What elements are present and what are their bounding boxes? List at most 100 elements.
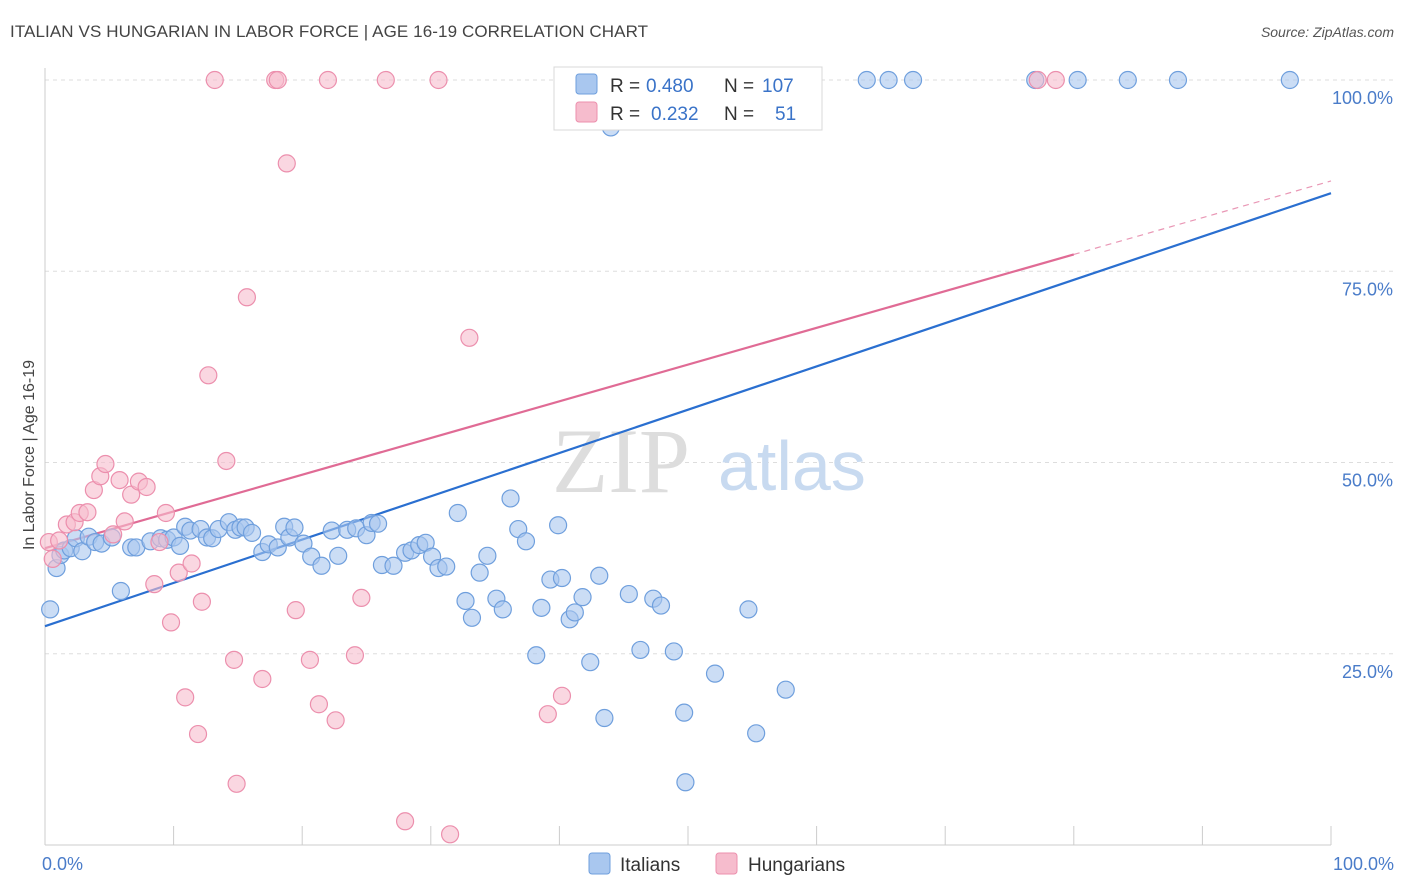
gridlines — [45, 79, 1393, 655]
hungarians-trend-extension — [1073, 180, 1332, 255]
hungarians-trend-line — [44, 253, 1075, 550]
watermark-atlas: atlas — [718, 427, 866, 505]
y-axis-label: In Labor Force | Age 16-19 — [21, 360, 38, 550]
hungarians-r-label: R = — [610, 104, 640, 125]
hungarians-point — [429, 70, 448, 90]
italians-point — [437, 557, 456, 576]
italians-point — [747, 724, 766, 743]
hungarians-point — [78, 503, 97, 522]
data-points — [39, 70, 1299, 844]
italians-series-swatch — [588, 852, 611, 875]
hungarians-point — [137, 477, 156, 497]
italians-point — [590, 566, 609, 585]
y-tick-label: 75.0% — [1342, 279, 1393, 299]
hungarians-n-label: N = — [724, 104, 754, 125]
hungarians-point — [188, 724, 208, 744]
hungarians-series-label: Hungarians — [748, 855, 845, 876]
hungarians-point — [161, 613, 181, 632]
italians-point — [268, 538, 287, 557]
italians-legend-swatch — [575, 73, 598, 95]
hungarians-point — [300, 650, 320, 669]
italians-point — [595, 708, 614, 728]
italians-point — [705, 664, 725, 683]
chart-title: ITALIAN VS HUNGARIAN IN LABOR FORCE | AG… — [10, 22, 649, 41]
hungarians-point — [182, 554, 201, 573]
hungarians-point — [538, 705, 557, 724]
hungarians-point — [326, 711, 345, 730]
italians-point — [573, 588, 592, 607]
hungarians-point — [552, 686, 572, 705]
italians-trend-line — [44, 192, 1332, 628]
italians-point — [516, 532, 536, 551]
hungarians-r-value: 0.232 — [651, 104, 699, 125]
hungarians-series-swatch — [715, 852, 738, 875]
italians-point — [1280, 70, 1299, 90]
trend-lines — [44, 180, 1332, 628]
italians-n-value: 107 — [762, 76, 794, 97]
italians-point — [879, 70, 898, 90]
hungarians-point — [150, 532, 169, 552]
hungarians-point — [376, 70, 395, 90]
hungarians-point — [1046, 70, 1065, 90]
hungarians-point — [192, 592, 211, 611]
hungarians-point — [227, 774, 246, 793]
italians-point — [631, 640, 650, 660]
hungarians-point — [318, 70, 338, 90]
italians-point — [1118, 70, 1137, 90]
x-tick-label-max: 100.0% — [1333, 854, 1394, 874]
italians-point — [903, 70, 923, 90]
x-tick-label-min: 0.0% — [42, 854, 83, 874]
hungarians-point — [286, 601, 305, 620]
italians-point — [739, 600, 758, 619]
italians-point — [368, 514, 388, 533]
hungarians-point — [110, 470, 129, 490]
hungarians-point — [104, 525, 123, 544]
italians-point — [675, 703, 694, 722]
hungarians-legend-swatch — [575, 101, 598, 123]
italians-point — [651, 596, 671, 615]
italians-point — [384, 556, 403, 575]
hungarians-point — [237, 288, 257, 307]
italians-point — [857, 70, 876, 90]
hungarians-point — [277, 154, 296, 173]
italians-point — [448, 503, 467, 523]
hungarians-point — [115, 512, 134, 531]
italians-point — [462, 608, 482, 627]
italians-point — [329, 546, 348, 565]
italians-n-label: N = — [724, 76, 754, 97]
hungarians-n-value: 51 — [775, 104, 796, 125]
hungarians-point — [352, 588, 371, 608]
axes — [44, 68, 1332, 846]
hungarians-point — [96, 454, 115, 474]
italians-point — [664, 642, 683, 661]
italians-point — [619, 584, 638, 604]
hungarians-point — [50, 531, 69, 550]
italians-point — [41, 600, 60, 619]
y-tick-label: 25.0% — [1342, 662, 1393, 682]
italians-point — [478, 546, 497, 565]
hungarians-point — [268, 70, 287, 90]
italians-point — [565, 603, 584, 622]
watermark: ZIP atlas — [552, 410, 866, 512]
stats-legend-box — [553, 66, 823, 131]
hungarians-point — [309, 695, 329, 714]
italians-point — [470, 563, 489, 582]
italians-point — [532, 598, 551, 617]
italians-point — [456, 591, 475, 611]
italians-point — [493, 600, 512, 619]
italians-point — [776, 680, 795, 699]
italians-point — [285, 518, 304, 537]
series-legend: Italians Hungarians — [588, 852, 845, 876]
hungarians-point — [169, 563, 188, 582]
italians-r-value: 0.480 — [646, 76, 694, 97]
italians-series-label: Italians — [620, 855, 680, 876]
italians-point — [322, 521, 341, 540]
italians-r-label: R = — [610, 76, 640, 97]
italians-point — [527, 646, 546, 665]
watermark-zip: ZIP — [552, 410, 690, 512]
hungarians-point — [176, 688, 195, 707]
italians-point — [1168, 70, 1188, 90]
italians-point — [170, 536, 190, 555]
italians-point — [581, 653, 600, 672]
